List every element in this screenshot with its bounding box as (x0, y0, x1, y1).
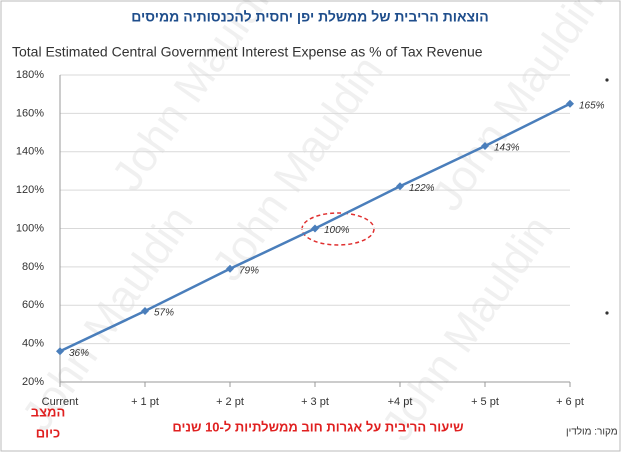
x-tick-label: + 5 pt (471, 396, 499, 408)
y-tick-label: 40% (22, 338, 44, 350)
marker (56, 347, 64, 356)
x-tick-label: + 2 pt (216, 396, 244, 408)
x-axis-caption: שיעור הריבית על אגרות חוב ממשלתיות ל-10 … (172, 419, 463, 434)
marker (481, 141, 489, 150)
y-tick-label: 60% (22, 299, 44, 311)
value-label: 143% (494, 143, 520, 154)
x-tick-label: + 6 pt (556, 396, 584, 408)
hebrew-title: הוצאות הריבית של ממשלת יפן יחסית להכנסות… (131, 9, 489, 25)
bullet (605, 311, 609, 315)
value-label: 165% (579, 100, 605, 111)
y-tick-label: 180% (16, 69, 44, 81)
marker (396, 182, 404, 191)
bullet (605, 78, 609, 82)
marker (311, 224, 319, 233)
value-label: 57% (154, 308, 174, 319)
y-tick-label: 160% (16, 107, 44, 119)
source: מקור: מולדין (566, 426, 618, 438)
value-label: 36% (69, 348, 89, 359)
marker (226, 264, 234, 273)
marker (566, 99, 574, 108)
current-note: כיום (36, 425, 60, 440)
current-note: המצב (31, 404, 65, 419)
x-tick-label: Current (42, 396, 79, 408)
chart-title: Total Estimated Central Government Inter… (12, 44, 483, 60)
marker (141, 307, 149, 316)
x-tick-label: + 3 pt (301, 396, 329, 408)
value-label: 100% (324, 225, 350, 236)
y-tick-label: 140% (16, 146, 44, 158)
y-tick-label: 120% (16, 184, 44, 196)
value-label: 79% (239, 265, 259, 276)
y-tick-label: 20% (22, 376, 44, 388)
value-label: 122% (409, 183, 435, 194)
y-tick-label: 100% (16, 222, 44, 234)
y-tick-label: 80% (22, 261, 44, 273)
x-tick-label: + 1 pt (131, 396, 159, 408)
x-tick-label: +4 pt (388, 396, 413, 408)
